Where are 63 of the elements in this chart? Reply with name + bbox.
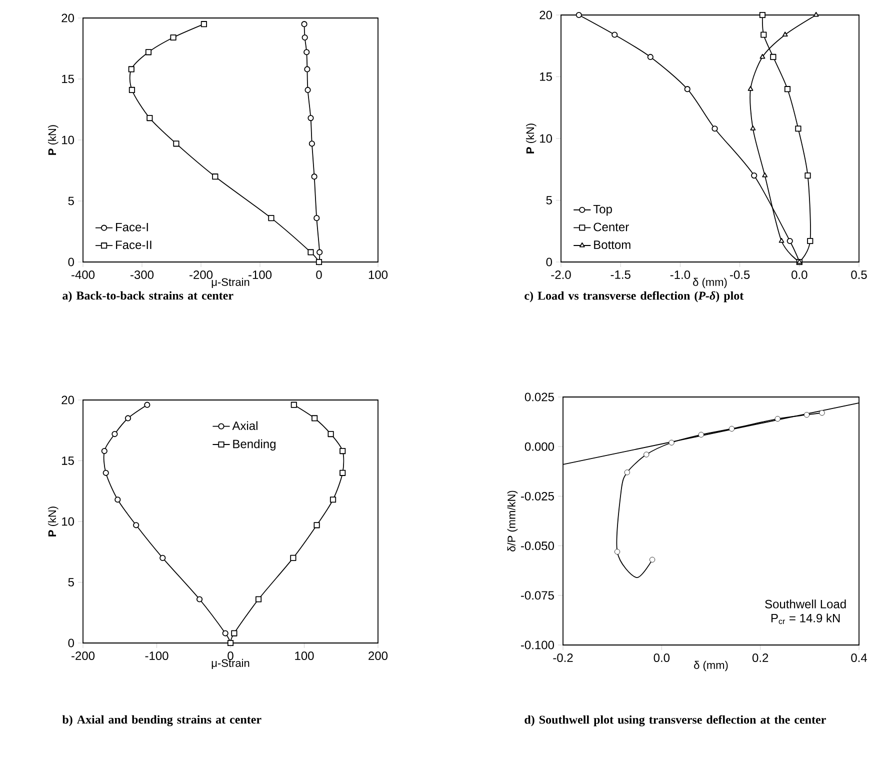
y-tick-label: 0.000 [524, 442, 554, 451]
x-tick-label: 0.0 [792, 270, 808, 280]
legend-label: Top [593, 205, 612, 216]
x-axis-title: δ (mm) [694, 660, 728, 672]
legend-label: Face-I [116, 222, 148, 232]
x-tick-label: -0.5 [730, 270, 750, 280]
x-tick-label: -1.5 [610, 270, 630, 279]
x-tick-label: -0.2 [553, 654, 573, 662]
x-axis-title: μ-Strain [212, 278, 250, 288]
x-tick-label: 0.2 [752, 654, 768, 662]
y-tick-label: -0.075 [520, 591, 554, 600]
y-tick-label: 0.025 [524, 392, 554, 402]
y-tick-label: 0 [546, 258, 552, 266]
y-tick-label: -0.100 [520, 640, 554, 650]
x-tick-label: 0 [228, 652, 234, 660]
y-tick-label: 0 [68, 638, 74, 648]
y-tick-label: 15 [540, 72, 552, 81]
legend-label: Axial [232, 421, 258, 430]
text: c) Load vs transverse deflection (P-δ) plot [524, 291, 744, 302]
y-tick-label: 5 [546, 196, 552, 204]
y-tick-label: 10 [540, 134, 552, 143]
y-tick-label: -0.050 [520, 542, 554, 550]
text: d) Southwell plot using transverse deflection at the center [524, 715, 826, 726]
x-axis-title: δ (mm) [693, 278, 727, 288]
x-tick-label: -2.0 [551, 270, 571, 280]
x-tick-label: 100 [368, 270, 388, 280]
y-tick-label: 20 [62, 396, 74, 404]
y-axis-title: δ/P (mm/kN) [507, 490, 518, 552]
x-tick-label: -1.0 [670, 270, 690, 280]
x-tick-label: 0 [316, 270, 322, 280]
legend-label: Bottom [594, 240, 630, 249]
x-tick-label: -100 [145, 652, 168, 660]
annotation: Southwell Load [765, 600, 846, 608]
y-tick-label: 5 [68, 578, 74, 586]
annotation: P$_{cr}$ = 14.9 kN [771, 614, 840, 624]
legend-label: Face-II [116, 240, 152, 250]
x-tick-label: 100 [295, 652, 314, 660]
y-tick-label: 10 [62, 517, 74, 526]
x-tick-label: 0.0 [654, 654, 670, 662]
x-tick-label: 0.5 [851, 270, 867, 280]
y-tick-label: -0.025 [520, 492, 554, 500]
y-tick-label: 10 [62, 136, 74, 144]
y-axis-title: P (kN) [48, 506, 58, 536]
x-tick-label: -200 [190, 270, 213, 280]
x-tick-label: 200 [368, 652, 388, 660]
x-tick-label: -300 [130, 270, 154, 280]
text: b) Axial and bending strains at center [62, 715, 262, 726]
y-tick-label: 20 [62, 14, 74, 22]
x-tick-label: -200 [72, 652, 95, 660]
y-tick-label: 20 [540, 10, 552, 20]
legend-label: Center [594, 222, 629, 232]
x-axis-title: μ-Strain [212, 658, 250, 669]
y-axis-title: P (kN) [526, 124, 536, 154]
y-tick-label: 0 [68, 258, 74, 266]
legend-label: Bending [233, 439, 276, 451]
x-tick-label: -400 [72, 270, 95, 280]
y-tick-label: 5 [68, 196, 74, 206]
y-axis-title: P (kN) [48, 125, 58, 155]
x-tick-label: 0.4 [851, 654, 867, 662]
text: a) Back-to-back strains at center [62, 291, 234, 302]
x-tick-label: -100 [248, 270, 272, 280]
y-tick-label: 15 [62, 74, 74, 84]
y-tick-label: 15 [62, 456, 74, 465]
